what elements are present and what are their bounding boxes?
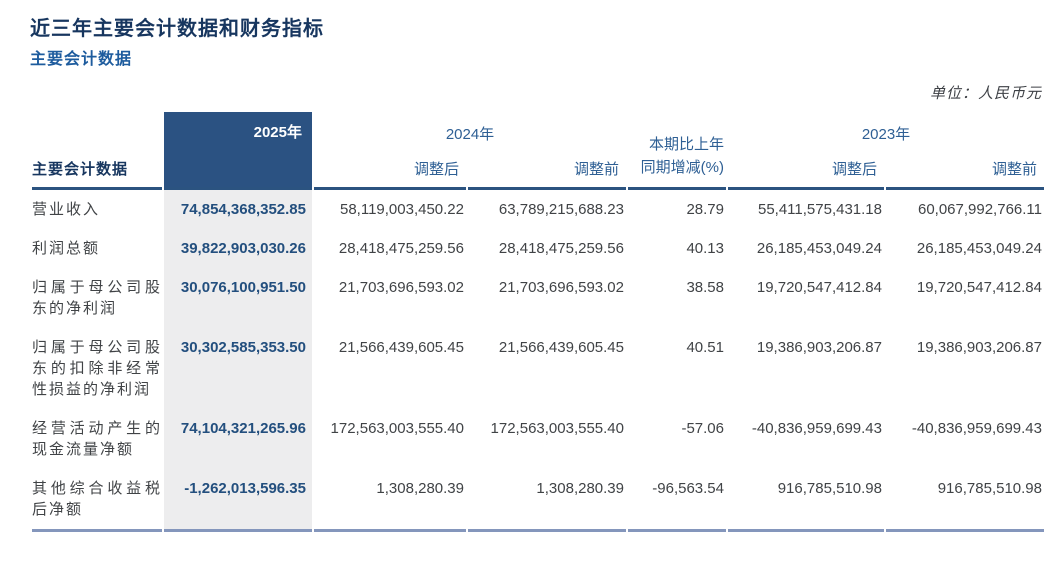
value-2023-adjusted-before: 60,067,992,766.11 <box>917 201 1042 218</box>
value-2025: -1,262,013,596.35 <box>164 469 312 532</box>
column-header-2024: 2024年 <box>445 125 495 143</box>
value-yoy-change: -57.06 <box>681 420 724 437</box>
yoy-change-line1: 本期比上年 <box>648 136 724 153</box>
yoy-change-line2: 同期增减(%) <box>640 159 724 176</box>
table-row: 营业收入 74,854,368,352.85 58,119,003,450.22… <box>32 190 1044 229</box>
row-label: 营业收入 <box>32 201 101 218</box>
value-2023-adjusted-after: 19,386,903,206.87 <box>756 339 882 356</box>
value-2024-adjusted-after: 172,563,003,555.40 <box>330 420 464 437</box>
value-2024-adjusted-before: 63,789,215,688.23 <box>498 201 624 218</box>
header-row-years: 主要会计数据 2025年 2024年 本期比上年 同期增减(%) 2023年 <box>32 112 1044 190</box>
value-2025: 74,104,321,265.96 <box>164 409 312 469</box>
section-subtitle: 主要会计数据 <box>30 51 133 68</box>
accounting-data-table: 主要会计数据 2025年 2024年 本期比上年 同期增减(%) 2023年 调… <box>30 112 1046 532</box>
currency-unit-note: 单位：人民币元 <box>929 85 1042 102</box>
value-2024-adjusted-after: 1,308,280.39 <box>314 469 466 532</box>
value-2023-adjusted-after: 916,785,510.98 <box>728 469 884 532</box>
value-2023-adjusted-before: 19,720,547,412.84 <box>916 279 1042 296</box>
subcolumn-2023-adjusted-after: 调整后 <box>728 158 884 190</box>
value-2024-adjusted-before: 21,703,696,593.02 <box>498 279 624 296</box>
value-2024-adjusted-before: 21,566,439,605.45 <box>498 339 624 356</box>
value-yoy-change: 38.58 <box>686 279 724 296</box>
value-2025: 30,302,585,353.50 <box>164 328 312 409</box>
value-2023-adjusted-before: -40,836,959,699.43 <box>911 420 1042 437</box>
column-header-2025: 2025年 <box>164 112 312 190</box>
value-2023-adjusted-after: 55,411,575,431.18 <box>757 201 882 218</box>
table-row: 利润总额 39,822,903,030.26 28,418,475,259.56… <box>32 229 1044 268</box>
page-title: 近三年主要会计数据和财务指标 <box>30 18 324 40</box>
row-label: 利润总额 <box>32 240 101 257</box>
value-2024-adjusted-before: 1,308,280.39 <box>468 469 626 532</box>
value-yoy-change: 40.51 <box>686 339 724 356</box>
value-2025: 39,822,903,030.26 <box>164 229 312 268</box>
value-2024-adjusted-before: 172,563,003,555.40 <box>490 420 624 437</box>
value-2023-adjusted-after: 19,720,547,412.84 <box>756 279 882 296</box>
subcolumn-2023-adjusted-before: 调整前 <box>886 158 1044 190</box>
column-header-2023: 2023年 <box>861 125 911 143</box>
header-row-subcolumns: 调整后 调整前 调整后 调整前 <box>32 158 1044 190</box>
value-2024-adjusted-after: 21,703,696,593.02 <box>338 279 464 296</box>
table-row: 经营活动产生的现金流量净额 74,104,321,265.96 172,563,… <box>32 409 1044 469</box>
table-row: 其他综合收益税后净额 -1,262,013,596.35 1,308,280.3… <box>32 469 1044 532</box>
value-yoy-change: 28.79 <box>686 201 724 218</box>
subcolumn-2024-adjusted-after: 调整后 <box>314 158 466 190</box>
value-2025: 30,076,100,951.50 <box>164 268 312 328</box>
row-label: 经营活动产生的现金流量净额 <box>32 420 162 458</box>
value-2024-adjusted-after: 28,418,475,259.56 <box>338 240 464 257</box>
value-yoy-change: -96,563.54 <box>628 469 726 532</box>
column-header-yoy-change: 本期比上年 同期增减(%) <box>628 112 726 190</box>
table-row: 归属于母公司股东的扣除非经常性损益的净利润 30,302,585,353.50 … <box>32 328 1044 409</box>
value-2023-adjusted-after: -40,836,959,699.43 <box>751 420 882 437</box>
row-label: 归属于母公司股东的净利润 <box>32 279 162 317</box>
subcolumn-2024-adjusted-before: 调整前 <box>468 158 626 190</box>
value-yoy-change: 40.13 <box>686 240 724 257</box>
value-2023-adjusted-before: 916,785,510.98 <box>886 469 1044 532</box>
value-2025: 74,854,368,352.85 <box>164 190 312 229</box>
report-page: 近三年主要会计数据和财务指标 主要会计数据 单位：人民币元 主要会计数据 202… <box>30 18 1046 532</box>
value-2023-adjusted-before: 19,386,903,206.87 <box>916 339 1042 356</box>
value-2024-adjusted-before: 28,418,475,259.56 <box>498 240 624 257</box>
value-2023-adjusted-before: 26,185,453,049.24 <box>916 240 1042 257</box>
value-2024-adjusted-after: 58,119,003,450.22 <box>339 201 464 218</box>
value-2024-adjusted-after: 21,566,439,605.45 <box>338 339 464 356</box>
row-label: 其他综合收益税后净额 <box>32 469 162 532</box>
value-2023-adjusted-after: 26,185,453,049.24 <box>756 240 882 257</box>
table-row: 归属于母公司股东的净利润 30,076,100,951.50 21,703,69… <box>32 268 1044 328</box>
row-label: 归属于母公司股东的扣除非经常性损益的净利润 <box>32 339 162 398</box>
corner-header-label: 主要会计数据 <box>32 112 162 190</box>
